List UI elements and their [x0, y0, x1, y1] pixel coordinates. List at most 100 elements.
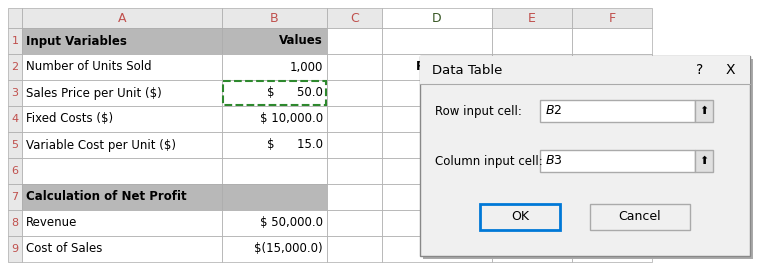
Text: X: X [725, 63, 735, 77]
Bar [572, 8, 652, 28]
Bar [22, 54, 222, 80]
Text: ⬆: ⬆ [699, 106, 708, 116]
Bar [222, 54, 327, 80]
Bar [492, 184, 572, 210]
Bar [695, 100, 713, 122]
Bar [382, 54, 492, 80]
Bar [327, 106, 382, 132]
Bar [327, 28, 382, 54]
Text: Cancel: Cancel [618, 211, 661, 224]
Text: Number of Units Sold: Number of Units Sold [26, 60, 152, 73]
Text: 8: 8 [12, 218, 19, 228]
Text: Cost of Sales: Cost of Sales [26, 242, 102, 255]
Text: 5: 5 [12, 140, 19, 150]
Text: A: A [118, 12, 126, 24]
Text: 2: 2 [12, 62, 19, 72]
Bar [695, 150, 713, 172]
Text: Data Table: Data Table [432, 63, 502, 76]
Bar [382, 80, 492, 106]
Bar [492, 132, 572, 158]
Bar [8, 158, 22, 184]
Text: ⬆: ⬆ [699, 156, 708, 166]
Text: 1: 1 [12, 36, 19, 46]
Bar [327, 54, 382, 80]
Text: C: C [350, 12, 359, 24]
Text: Fixed Costs ($): Fixed Costs ($) [26, 112, 113, 125]
Bar [223, 81, 326, 105]
Text: ?: ? [697, 63, 704, 77]
Bar [327, 132, 382, 158]
Bar [492, 106, 572, 132]
Bar [492, 158, 572, 184]
Bar [492, 80, 572, 106]
Text: $B$2: $B$2 [545, 104, 562, 117]
Bar [22, 184, 222, 210]
Bar [382, 132, 492, 158]
Bar [572, 158, 652, 184]
Bar [327, 184, 382, 210]
Bar [8, 8, 22, 28]
Bar [22, 28, 222, 54]
Bar [572, 184, 652, 210]
Bar [8, 184, 22, 210]
Bar [572, 106, 652, 132]
Bar [382, 106, 492, 132]
Bar [222, 158, 327, 184]
Bar [572, 80, 652, 106]
Text: 4: 4 [12, 114, 19, 124]
Bar [572, 210, 652, 236]
Text: Column input cell:: Column input cell: [435, 155, 542, 168]
Text: Row input cell:: Row input cell: [435, 104, 522, 117]
Bar [8, 132, 22, 158]
Text: F: F [608, 12, 615, 24]
Bar [222, 210, 327, 236]
Text: $ 10,000.0: $ 10,000.0 [260, 112, 323, 125]
Bar [327, 8, 382, 28]
Bar [222, 80, 327, 106]
Bar [572, 132, 652, 158]
Text: Sales Price per Unit ($): Sales Price per Unit ($) [26, 86, 162, 99]
Bar [327, 80, 382, 106]
Bar [8, 28, 22, 54]
Text: 7: 7 [12, 192, 19, 202]
Bar [590, 204, 690, 230]
Text: Prices: Prices [415, 60, 458, 73]
Bar [540, 150, 695, 172]
Text: B: B [270, 12, 279, 24]
Bar [492, 210, 572, 236]
Text: Sa: Sa [576, 60, 594, 73]
Bar [8, 54, 22, 80]
Bar [22, 80, 222, 106]
Bar [327, 210, 382, 236]
Text: 800: 800 [624, 86, 648, 99]
Bar [492, 236, 572, 262]
Bar [492, 8, 572, 28]
Bar [382, 8, 492, 28]
Bar [8, 210, 22, 236]
Text: $B$3: $B$3 [545, 155, 563, 168]
Text: 9: 9 [12, 244, 19, 254]
Text: D: D [432, 12, 442, 24]
Text: Variable Cost per Unit ($): Variable Cost per Unit ($) [26, 138, 176, 152]
Bar [382, 158, 492, 184]
Bar [222, 8, 327, 28]
Bar [492, 54, 572, 80]
Bar [327, 158, 382, 184]
Bar [222, 28, 327, 54]
Bar [22, 132, 222, 158]
Bar [22, 106, 222, 132]
Bar [382, 210, 492, 236]
Text: $ 50,000.0: $ 50,000.0 [260, 217, 323, 230]
Text: $      15.0: $ 15.0 [267, 138, 323, 152]
Bar [492, 28, 572, 54]
Bar [22, 210, 222, 236]
Text: 3: 3 [12, 88, 19, 98]
Text: Revenue: Revenue [26, 217, 78, 230]
Text: $(15,000.0): $(15,000.0) [254, 242, 323, 255]
Text: Values: Values [279, 35, 323, 47]
Bar [420, 56, 750, 84]
Bar [8, 106, 22, 132]
Bar [572, 54, 652, 80]
Bar [572, 236, 652, 262]
Text: Calculation of Net Profit: Calculation of Net Profit [26, 191, 187, 204]
